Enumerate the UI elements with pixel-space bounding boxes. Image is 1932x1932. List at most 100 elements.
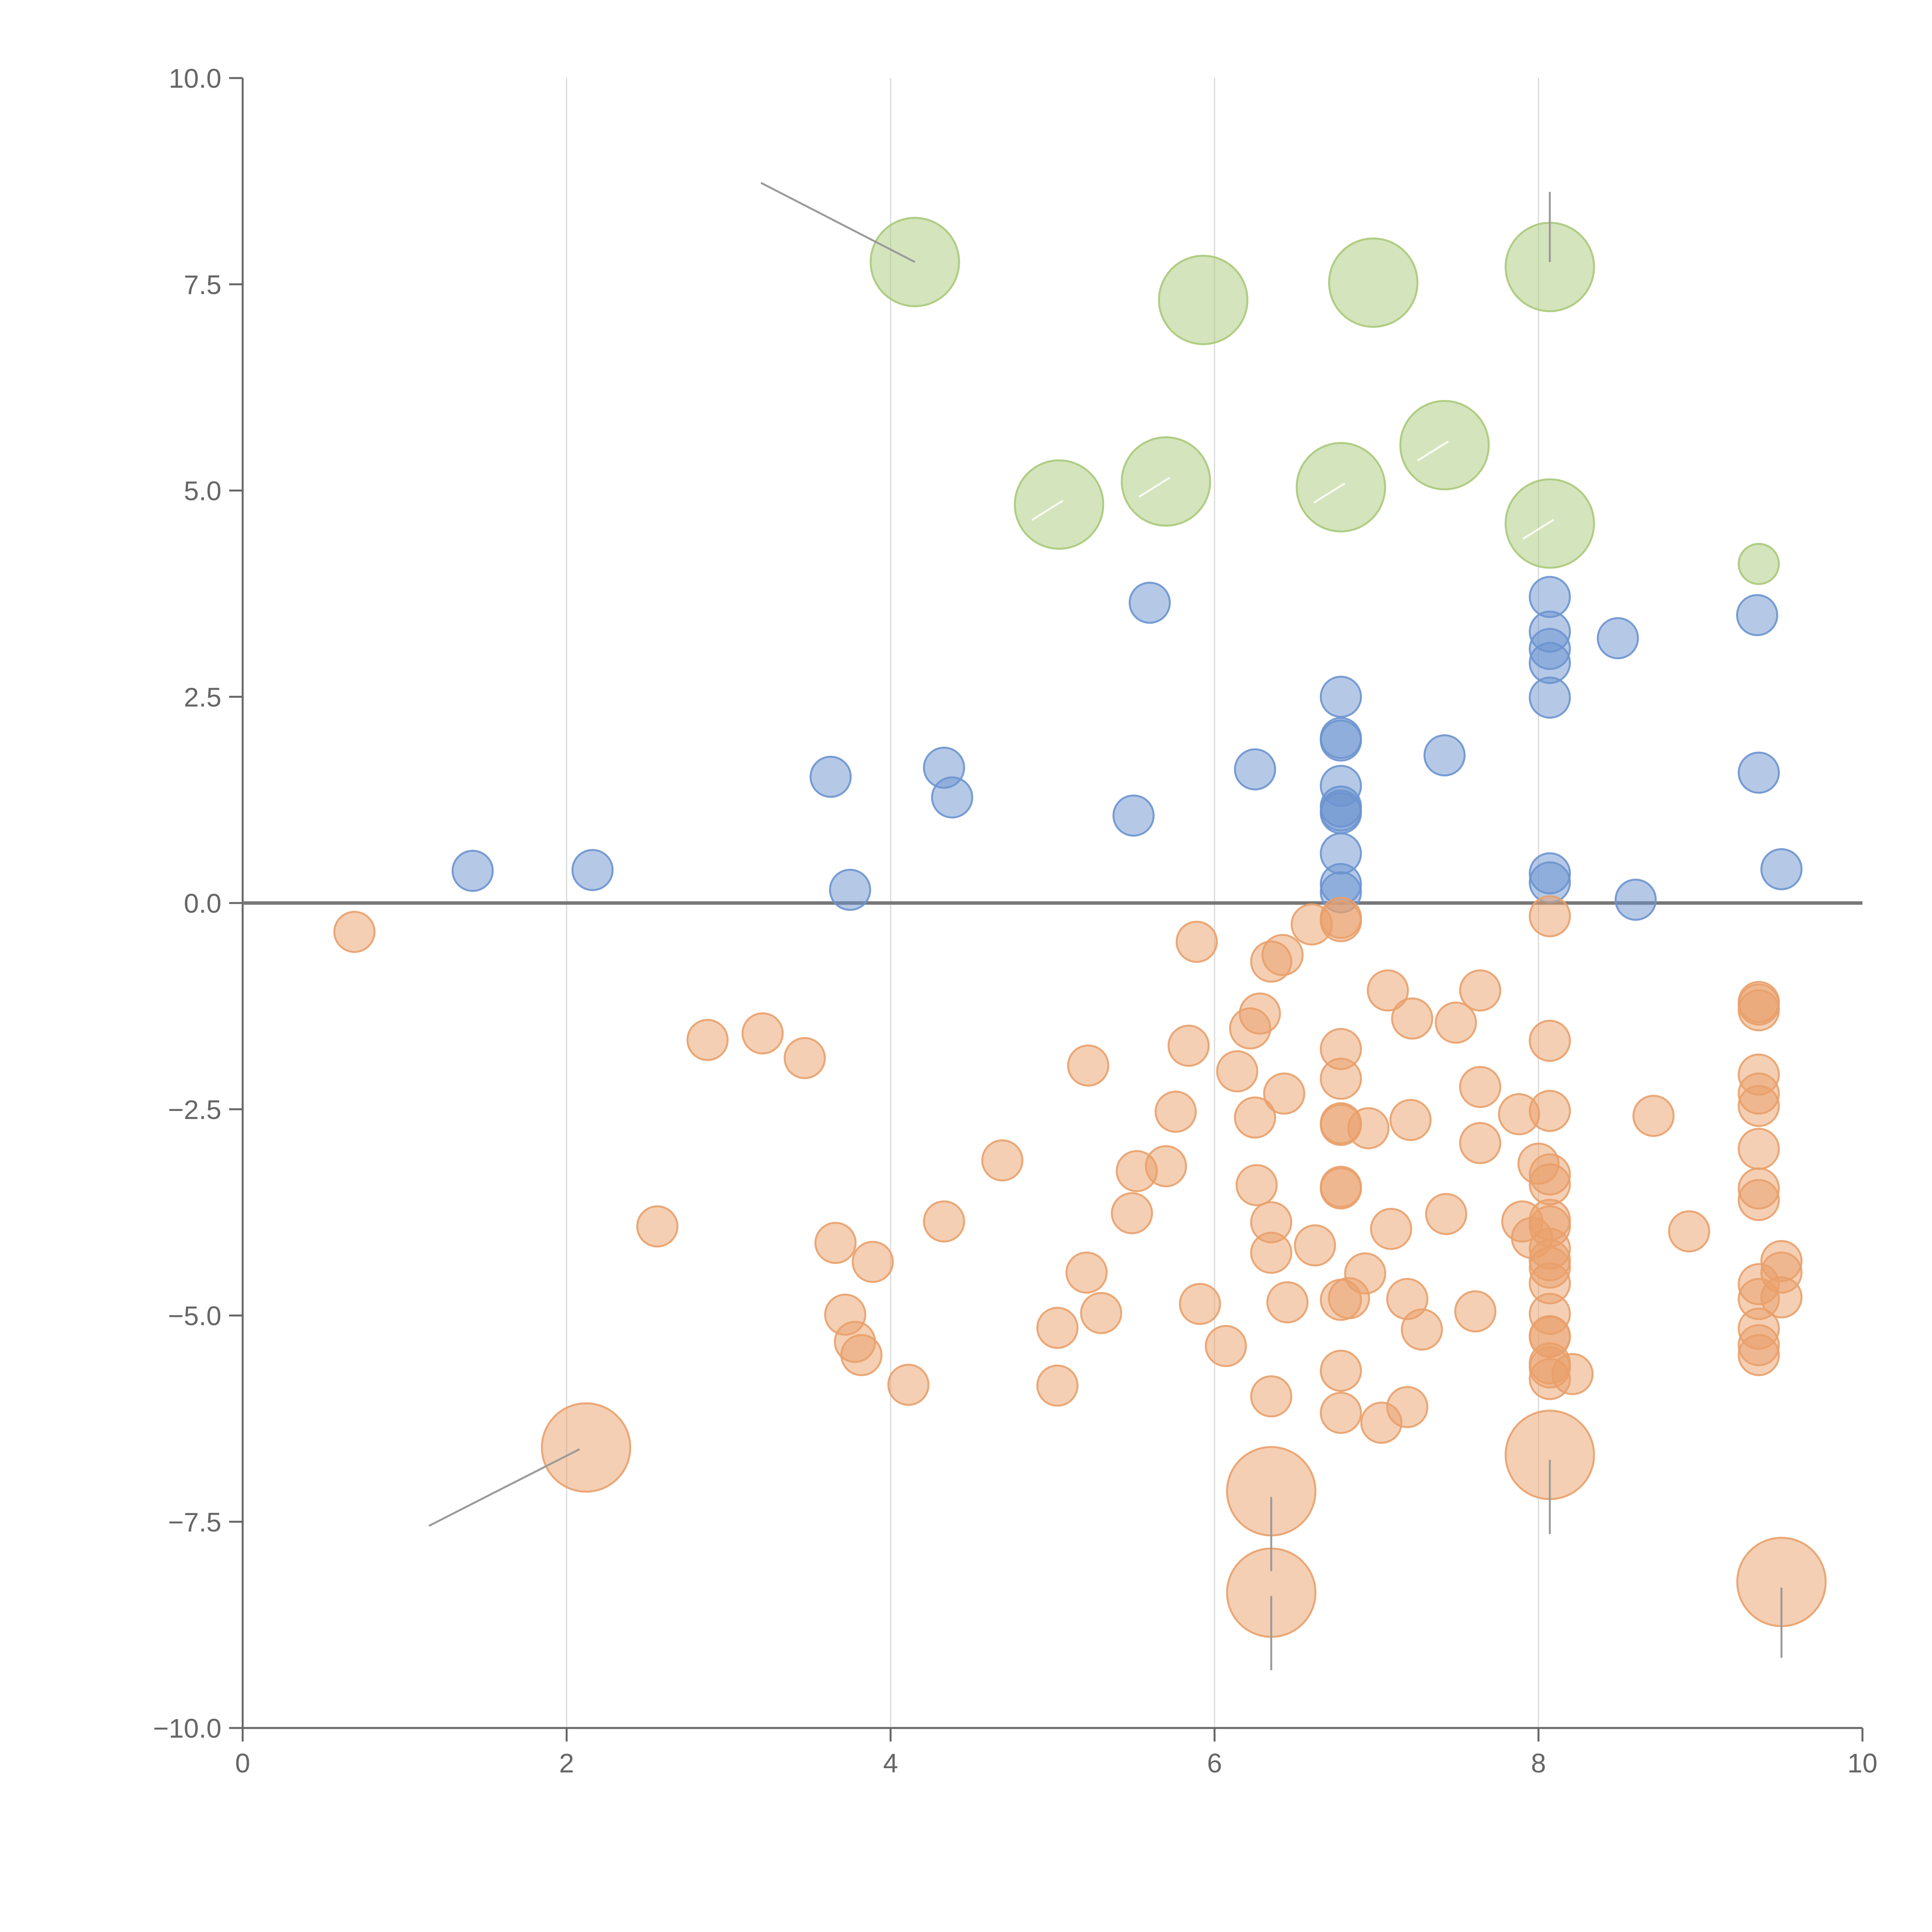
point-orange (686, 1019, 729, 1061)
point-green (1296, 442, 1386, 532)
point-orange (1529, 1090, 1571, 1132)
point-orange (1347, 1107, 1389, 1150)
point-blue (451, 850, 494, 892)
point-green (1328, 237, 1418, 328)
point-blue (1320, 719, 1362, 762)
point-orange (1370, 1208, 1412, 1250)
point-orange (887, 1364, 930, 1406)
point-orange (1205, 1325, 1247, 1367)
point-orange (1459, 1122, 1502, 1164)
point-orange (1145, 1145, 1187, 1187)
point-green (1121, 436, 1211, 527)
point-blue (1320, 792, 1362, 834)
point-orange (1036, 1364, 1079, 1407)
point-orange (1234, 1096, 1276, 1139)
point-blue (1112, 794, 1155, 837)
point-orange (1459, 1066, 1502, 1108)
point-orange (1263, 1072, 1305, 1115)
point-green (1505, 478, 1595, 569)
y-tick-label: −10.0 (153, 1713, 221, 1743)
x-tick-label: 4 (883, 1748, 898, 1778)
point-orange (1738, 1128, 1780, 1170)
point-orange (1454, 1290, 1497, 1333)
point-orange (1391, 997, 1434, 1040)
x-tick-label: 2 (559, 1748, 574, 1778)
point-blue (829, 869, 871, 911)
point-orange (1239, 992, 1281, 1035)
point-blue (1760, 848, 1803, 890)
point-orange (1435, 1002, 1477, 1044)
point-orange (1668, 1210, 1710, 1253)
point-orange (1738, 989, 1780, 1032)
point-orange (1294, 1224, 1336, 1267)
point-orange (1367, 969, 1409, 1012)
annotation-leaders (428, 182, 1782, 1670)
series-orange (333, 895, 1827, 1638)
x-tick-label: 6 (1207, 1748, 1222, 1778)
point-orange (1167, 1024, 1210, 1067)
point-orange (1320, 900, 1362, 942)
axes: 10.0 7.5 5.0 2.5 0.0 −2.5 −5.0 −7.5 −10.0 0 2 4 6 8 10 (153, 63, 1878, 1778)
point-blue (1614, 878, 1657, 921)
point-orange (1386, 1386, 1429, 1428)
point-orange (784, 1037, 826, 1079)
x-tick-label: 8 (1531, 1748, 1546, 1778)
point-orange (852, 1241, 894, 1283)
point-orange (1080, 1292, 1122, 1334)
point-orange (1738, 1085, 1780, 1127)
point-orange (1738, 1179, 1780, 1221)
point-orange (1320, 1350, 1362, 1392)
point-green (1399, 400, 1490, 490)
point-orange (840, 1334, 883, 1376)
point-blue (1736, 594, 1779, 636)
point-orange (1760, 1276, 1803, 1319)
point-orange (1529, 1163, 1571, 1206)
point-orange (814, 1222, 857, 1264)
point-orange (1179, 1283, 1221, 1325)
data-points (333, 217, 1827, 1638)
point-orange (1344, 1252, 1386, 1295)
y-tick-label: 7.5 (184, 270, 221, 300)
point-orange (1266, 1281, 1309, 1323)
bubble-inner-mark (1417, 440, 1449, 462)
point-orange (981, 1139, 1024, 1182)
point-orange (1250, 1231, 1293, 1274)
y-tick-label: 0.0 (184, 888, 221, 918)
bubble-inner-mark (1031, 500, 1064, 521)
y-tick-label: −5.0 (168, 1301, 221, 1331)
point-orange (1738, 1334, 1780, 1376)
point-blue (1597, 617, 1639, 660)
point-orange (1175, 920, 1218, 963)
point-orange (1529, 895, 1571, 937)
point-orange (1067, 1044, 1109, 1087)
x-tick-label: 10 (1847, 1748, 1878, 1778)
point-orange (1155, 1090, 1197, 1133)
point-orange (1036, 1307, 1079, 1349)
y-tick-label: −7.5 (168, 1507, 221, 1537)
point-orange (541, 1402, 631, 1493)
point-blue (1423, 734, 1466, 777)
point-orange (1401, 1308, 1443, 1351)
y-tick-label: 5.0 (184, 476, 221, 506)
point-blue (1738, 752, 1780, 794)
point-green (1014, 459, 1104, 550)
point-orange (1320, 1167, 1362, 1210)
point-orange (1261, 934, 1304, 976)
point-green (1158, 255, 1248, 345)
point-blue (810, 755, 852, 798)
y-tick-label: −2.5 (168, 1095, 221, 1125)
point-orange (1529, 1020, 1571, 1062)
series-green (869, 217, 1780, 585)
x-tick-label: 0 (235, 1748, 250, 1778)
point-orange (1065, 1251, 1108, 1294)
point-orange (1320, 1391, 1362, 1434)
point-blue (931, 776, 973, 819)
point-orange (1320, 1058, 1362, 1100)
point-orange (1632, 1095, 1675, 1137)
annotation-leader-line (760, 182, 915, 263)
point-orange (1459, 969, 1502, 1012)
point-blue (1129, 582, 1171, 624)
point-blue (1234, 748, 1276, 791)
